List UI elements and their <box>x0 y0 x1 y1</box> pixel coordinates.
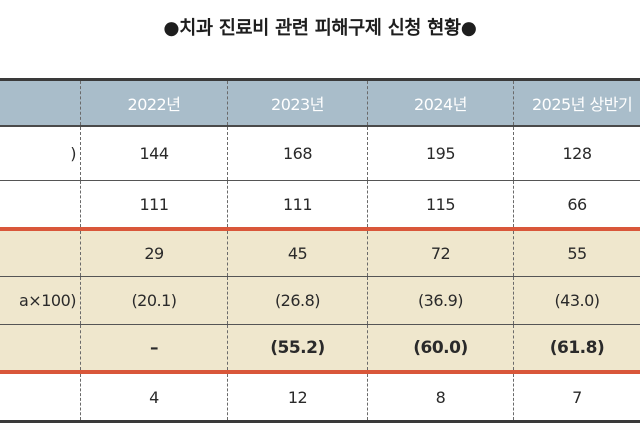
header-label <box>0 81 80 125</box>
table-cell: 55 <box>513 231 640 276</box>
row-label <box>0 374 80 420</box>
table-cell: 7 <box>513 374 640 420</box>
table-row: 29 45 72 55 <box>0 231 640 277</box>
table-row: ) 144 168 195 128 <box>0 127 640 181</box>
table-cell: (60.0) <box>367 325 513 370</box>
table-cell: 8 <box>367 374 513 420</box>
table-cell: 111 <box>227 181 367 227</box>
table-cell: 168 <box>227 127 367 180</box>
table-cell: 128 <box>513 127 640 180</box>
table-cell: 29 <box>80 231 227 276</box>
table-cell: (43.0) <box>513 277 640 324</box>
table-cell: – <box>80 325 227 370</box>
table-cell: 144 <box>80 127 227 180</box>
table-cell: 66 <box>513 181 640 227</box>
table-cell: 111 <box>80 181 227 227</box>
red-divider <box>0 227 640 231</box>
table-cell: 45 <box>227 231 367 276</box>
table-cell: (55.2) <box>227 325 367 370</box>
row-label <box>0 325 80 370</box>
table-cell: (61.8) <box>513 325 640 370</box>
table-cell: 195 <box>367 127 513 180</box>
header-year-2022: 2022년 <box>80 81 227 125</box>
table-row: 4 12 8 7 <box>0 374 640 420</box>
row-label: a×100) <box>19 291 77 310</box>
header-year-2025-h1: 2025년 상반기 <box>513 81 640 125</box>
table-row: – (55.2) (60.0) (61.8) <box>0 325 640 370</box>
table-cell: 115 <box>367 181 513 227</box>
table-cell: (36.9) <box>367 277 513 324</box>
table-row: 111 111 115 66 <box>0 181 640 227</box>
table-cell: (20.1) <box>80 277 227 324</box>
table-header-row: 2022년 2023년 2024년 2025년 상반기 <box>0 81 640 127</box>
table-cell: 12 <box>227 374 367 420</box>
table-cell: 72 <box>367 231 513 276</box>
table-cell: 4 <box>80 374 227 420</box>
table-cell: (26.8) <box>227 277 367 324</box>
row-label <box>0 231 80 276</box>
red-divider <box>0 370 640 374</box>
header-year-2024: 2024년 <box>367 81 513 125</box>
table-row: a×100) (20.1) (26.8) (36.9) (43.0) <box>0 277 640 325</box>
row-label: ) <box>70 144 76 163</box>
dental-relief-table: 2022년 2023년 2024년 2025년 상반기 ) 144 168 19… <box>0 78 640 423</box>
table-title: ●치과 진료비 관련 피해구제 신청 현황● <box>163 18 477 39</box>
row-label <box>0 181 80 227</box>
header-year-2023: 2023년 <box>227 81 367 125</box>
